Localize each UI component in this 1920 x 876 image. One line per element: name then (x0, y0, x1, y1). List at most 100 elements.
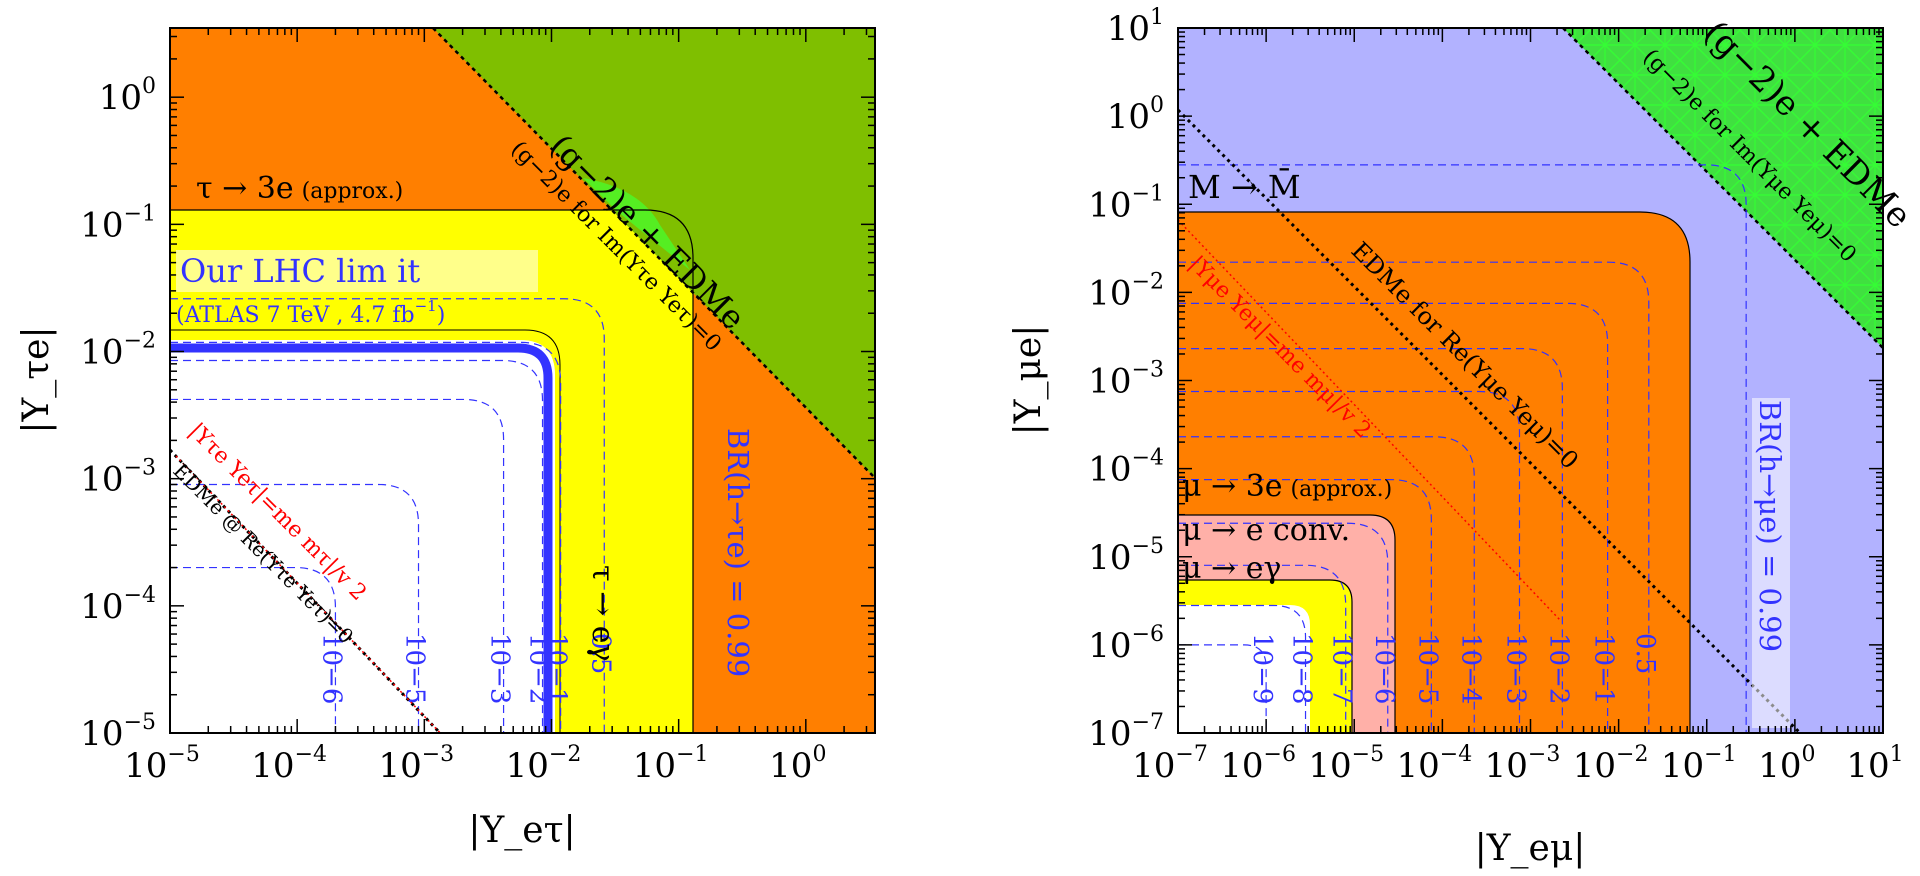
left-chart: 10−6 10−5 10−3 10−2 10−1 0.5 10−5 10−4 10−3 10−2… (16, 27, 876, 851)
right-br-contour (1178, 479, 1432, 733)
right-y-tick-label: 10−2 (1088, 269, 1164, 313)
right-y-tick-label: 10−7 (1088, 710, 1164, 754)
left-x-tick-label: 10−4 (251, 742, 327, 786)
right-br-contour (1178, 564, 1347, 733)
right-br-contour (1178, 436, 1475, 733)
left-y-tick-label: 10−2 (80, 329, 156, 373)
left-x-tick-label: 10−1 (633, 742, 709, 786)
left-tau3e-label: τ → 3e (approx.) (196, 171, 403, 206)
right-red-line (1178, 219, 1561, 621)
left-y-tick-label: 10−1 (80, 201, 156, 245)
right-g2-boundary-line (1562, 28, 1883, 349)
left-br-contour (170, 566, 337, 733)
right-br-contours: 10−9 10−8 10−7 10−6 10−5 10−4 10−3 10−2 10−1 0.5 (1178, 164, 1747, 733)
right-y-tick-label: 10−6 (1088, 622, 1164, 666)
left-br-contour (170, 298, 605, 733)
left-lhc-outline (170, 329, 561, 733)
left-tau-egamma-label: τ → eγ (585, 565, 620, 662)
right-br-contour-label: 10−3 (1500, 633, 1530, 704)
left-y-tick-label: 100 (99, 74, 156, 118)
right-mu3e-label: μ → 3e (approx.) (1182, 469, 1392, 504)
right-plot-area: 10−9 10−8 10−7 10−6 10−5 10−4 10−3 10−2 10−1 0.5 (1178, 28, 1883, 733)
right-x-tick-label: 10−3 (1485, 742, 1561, 786)
left-g2-bright-region (583, 178, 690, 270)
left-plot-area: 10−6 10−5 10−3 10−210−1 0.5 (170, 28, 875, 733)
right-mu-egamma-boundary (1178, 579, 1353, 733)
right-x-axis-label: |Y_eμ| (1475, 828, 1586, 869)
right-x-tick-label: 10−1 (1661, 742, 1737, 786)
right-br-contour-label: 10−8 (1287, 633, 1317, 704)
right-br-contour (1178, 644, 1267, 733)
left-axis-ticks: 10−5 10−4 10−3 10−2 10−1 100 10−5 10−4 10−3 10−2 1… (80, 28, 875, 786)
right-axis-ticks: 10−7 10−6 10−5 10−4 10−3 10−2 10−1 100 10110−710… (1088, 5, 1903, 786)
right-chart: 10−9 10−8 10−7 10−6 10−5 10−4 10−3 10−2 10−1 0.5 … (1008, 5, 1919, 869)
right-mmbar-label: M → M̄ (1188, 168, 1301, 206)
left-x-tick-label: 10−5 (124, 742, 200, 786)
left-lhc-limit-line (170, 343, 553, 733)
right-mu3e-boundary (1178, 211, 1691, 733)
left-x-axis-label: |Y_eτ| (468, 810, 575, 851)
right-br-contour (1178, 261, 1650, 733)
right-x-tick-label: 101 (1846, 742, 1903, 786)
right-br-contour (1178, 522, 1389, 733)
left-y-tick-label: 10−5 (80, 710, 156, 754)
right-br-contour-label: 10−9 (1247, 633, 1277, 704)
right-br-contour (1178, 164, 1747, 733)
right-x-tick-label: 10−5 (1308, 742, 1384, 786)
left-lhc-sublabel: (ATLAS 7 TeV , 4.7 fb−1) (176, 297, 445, 328)
left-br-contour-label: 10−6 (316, 633, 346, 704)
left-y-axis-label: |Y_τe| (16, 326, 57, 433)
right-mu-egamma-label: μ → eγ (1182, 551, 1281, 586)
left-y-tick-label: 10−4 (80, 583, 156, 627)
right-y-tick-label: 100 (1107, 93, 1164, 137)
right-br-contour-label: 10−5 (1412, 633, 1442, 704)
right-br-contour-label: 10−4 (1455, 633, 1485, 704)
right-y-tick-label: 101 (1107, 5, 1164, 49)
right-br-contour-label: 10−6 (1369, 633, 1399, 704)
left-lhc-label-bg (176, 250, 538, 292)
left-x-tick-label: 10−2 (506, 742, 582, 786)
right-br-contour-label: 10−1 (1589, 633, 1619, 704)
right-br-contour (1178, 302, 1609, 733)
right-x-tick-label: 10−4 (1397, 742, 1473, 786)
right-br-h-label-bg (1752, 398, 1790, 728)
left-br-contours: 10−6 10−5 10−3 10−210−1 0.5 (170, 298, 615, 733)
right-x-tick-label: 100 (1758, 742, 1815, 786)
right-y-tick-label: 10−1 (1088, 181, 1164, 225)
left-br-contour (170, 359, 544, 733)
right-y-tick-label: 10−5 (1088, 534, 1164, 578)
right-y-tick-label: 10−3 (1088, 358, 1164, 402)
left-br-contour-label: 10−3 (485, 633, 515, 704)
right-br-contour (1178, 348, 1563, 733)
left-br-contour (170, 341, 562, 733)
left-lhc-allowed-region (170, 340, 555, 733)
right-x-tick-label: 10−7 (1132, 742, 1208, 786)
right-br-contour (1178, 390, 1521, 733)
left-plot-frame (169, 27, 876, 734)
left-x-tick-label: 10−3 (378, 742, 454, 786)
right-br-contour-label: 10−2 (1543, 633, 1573, 704)
left-br-h-label: BR(h→τe) = 0.99 (721, 428, 755, 677)
left-x-tick-label: 100 (769, 742, 826, 786)
right-allowed-region (1178, 605, 1310, 733)
left-y-tick-label: 10−3 (80, 456, 156, 500)
left-br-contour (170, 398, 505, 733)
right-br-contour (1178, 604, 1307, 733)
right-x-tick-label: 10−6 (1220, 742, 1296, 786)
right-br-contour-label: 10−7 (1327, 633, 1357, 704)
left-br-contour (170, 483, 420, 733)
right-br-contour-label: 0.5 (1630, 633, 1660, 674)
left-red-line (175, 455, 442, 733)
left-br-contour-label: 10−5 (400, 633, 430, 704)
right-y-tick-label: 10−4 (1088, 446, 1164, 490)
left-tau-egamma-boundary (170, 209, 694, 733)
right-mu-conv-label: μ → e conv. (1182, 513, 1350, 548)
right-x-tick-label: 10−2 (1573, 742, 1649, 786)
left-br-contour-label: 0.5 (585, 633, 615, 674)
left-g2-boundary-line (432, 28, 875, 479)
right-mu-conv-boundary (1178, 514, 1396, 733)
right-br-h-label: BR(h→μe) = 0.99 (1753, 400, 1787, 652)
right-y-axis-label: |Y_μe| (1008, 325, 1049, 436)
left-lhc-label: Our LHC lim it (180, 252, 420, 290)
